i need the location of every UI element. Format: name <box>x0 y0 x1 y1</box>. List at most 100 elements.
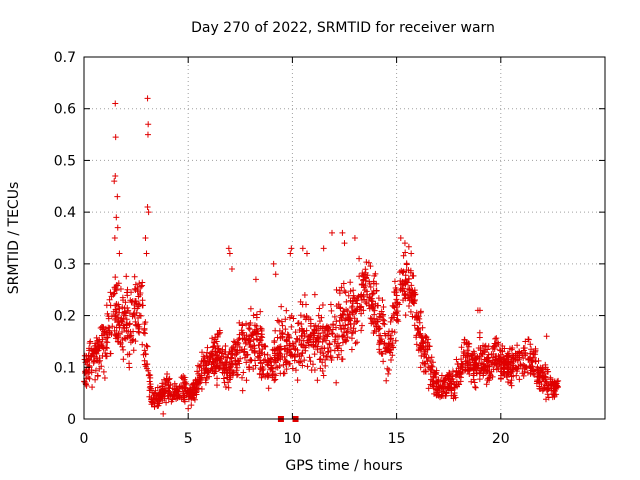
data-point <box>390 344 397 351</box>
data-point <box>407 269 414 276</box>
data-point <box>307 358 314 365</box>
data-point <box>380 358 387 365</box>
data-point <box>292 329 299 336</box>
data-point <box>443 389 450 396</box>
data-point <box>344 334 351 341</box>
data-point <box>112 274 119 281</box>
data-point <box>378 350 385 357</box>
data-point <box>110 290 117 297</box>
data-point <box>306 333 313 340</box>
data-point <box>129 313 136 320</box>
data-point <box>100 368 107 375</box>
data-point <box>400 280 407 287</box>
data-point <box>508 346 515 353</box>
data-point <box>250 312 257 319</box>
data-point <box>228 346 235 353</box>
data-point <box>376 313 383 320</box>
data-point <box>144 95 151 102</box>
data-point <box>280 361 287 368</box>
data-point <box>539 366 546 373</box>
data-point <box>225 245 232 252</box>
data-point <box>391 278 398 285</box>
data-point <box>112 285 119 292</box>
data-point <box>328 330 335 337</box>
data-point <box>188 402 195 409</box>
data-point <box>408 282 415 289</box>
data-point <box>225 384 232 391</box>
data-point <box>239 374 246 381</box>
data-point <box>456 370 463 377</box>
data-point <box>132 297 139 304</box>
data-point <box>99 352 106 359</box>
data-point <box>359 322 366 329</box>
data-point <box>208 365 215 372</box>
data-point <box>401 240 408 247</box>
data-point <box>253 335 260 342</box>
data-point <box>94 373 101 380</box>
data-point <box>391 329 398 336</box>
data-point <box>365 296 372 303</box>
chart-title: Day 270 of 2022, SRMTID for receiver war… <box>191 20 495 36</box>
data-point <box>248 357 255 364</box>
data-point <box>358 303 365 310</box>
data-point <box>496 347 503 354</box>
data-point <box>240 349 247 356</box>
data-point <box>96 365 103 372</box>
data-point <box>277 343 284 350</box>
data-point <box>135 303 142 310</box>
data-point <box>130 347 137 354</box>
data-point <box>520 355 527 362</box>
data-point <box>482 342 489 349</box>
data-point <box>541 370 548 377</box>
data-point <box>392 337 399 344</box>
data-point <box>246 364 253 371</box>
data-point <box>520 372 527 379</box>
data-point <box>185 405 192 412</box>
data-point <box>310 361 317 368</box>
data-point <box>407 308 414 315</box>
data-point <box>325 348 332 355</box>
data-point <box>336 287 343 294</box>
data-point <box>347 279 354 286</box>
data-point <box>209 344 216 351</box>
data-point <box>516 376 523 383</box>
data-point <box>338 316 345 323</box>
data-point <box>394 312 401 319</box>
data-point <box>245 325 252 332</box>
data-point <box>351 235 358 241</box>
data-point <box>209 335 216 342</box>
data-point <box>440 378 447 385</box>
data-point <box>339 311 346 318</box>
data-point <box>222 360 229 367</box>
data-point <box>345 314 352 321</box>
data-point <box>448 385 455 392</box>
data-point <box>274 364 281 371</box>
data-point <box>538 385 545 392</box>
data-point <box>132 281 139 288</box>
y-tick-label: 0.4 <box>54 205 76 221</box>
data-point <box>103 344 110 351</box>
data-point <box>250 366 257 373</box>
data-point <box>311 326 318 333</box>
data-point <box>225 351 232 358</box>
data-point <box>540 376 547 383</box>
data-point <box>340 280 347 287</box>
data-point <box>277 370 284 377</box>
data-point <box>279 333 286 340</box>
data-point <box>460 360 467 367</box>
data-point <box>390 303 397 310</box>
data-point <box>374 302 381 309</box>
data-point <box>399 269 406 276</box>
data-point <box>120 346 127 353</box>
data-point <box>352 307 359 314</box>
data-point <box>331 347 338 354</box>
data-point <box>391 289 398 296</box>
data-point <box>349 303 356 310</box>
data-point <box>486 370 493 377</box>
data-point <box>124 286 131 293</box>
data-point <box>287 250 294 257</box>
data-point <box>251 347 258 354</box>
data-point <box>472 384 479 391</box>
data-point <box>350 325 357 332</box>
data-point <box>107 350 114 357</box>
